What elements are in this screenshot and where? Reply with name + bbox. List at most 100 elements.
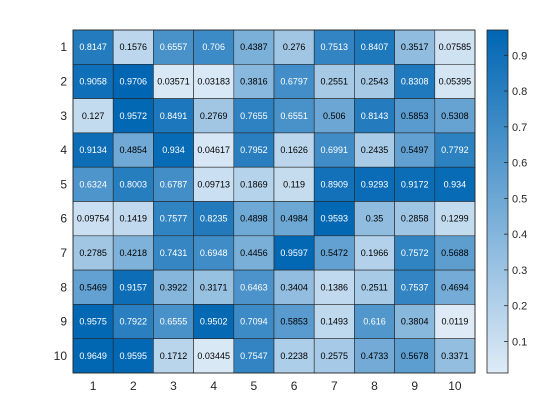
heatmap-cell [273, 166, 315, 202]
heatmap-cell [354, 98, 395, 134]
cell-value-label: 0.8143 [361, 111, 389, 121]
x-tick-label: 6 [291, 379, 298, 393]
cell-value-label: 0.127 [82, 111, 105, 121]
cell-value-label: 0.8909 [321, 179, 349, 189]
cell-value-label: 0.9575 [79, 317, 107, 327]
heatmap-cell [394, 166, 436, 202]
y-tick-label: 10 [54, 349, 68, 363]
heatmap-cell [354, 269, 395, 305]
cell-value-label: 0.8147 [79, 42, 107, 52]
cell-value-label: 0.1419 [120, 214, 148, 224]
cell-value-label: 0.03445 [197, 351, 230, 361]
heatmap-cell [233, 166, 275, 202]
cell-value-label: 0.6555 [160, 317, 188, 327]
cell-value-label: 0.03183 [197, 76, 230, 86]
x-tick-label: 5 [251, 379, 258, 393]
y-tick-label: 6 [60, 212, 67, 226]
heatmap-cell [434, 235, 476, 271]
heatmap-cell [233, 98, 275, 134]
heatmap-cell [112, 304, 154, 339]
heatmap-cell [313, 304, 355, 339]
heatmap-cell [112, 29, 154, 65]
cell-value-label: 0.5469 [79, 282, 107, 292]
cell-value-label: 0.6324 [79, 179, 107, 189]
y-tick-label: 1 [60, 40, 67, 54]
colorbar-ticks: 0.1 0.2 0.3 0.4 0.5 0.6 0.7 0.8 0.9 [504, 50, 527, 348]
cell-value-label: 0.6991 [321, 145, 349, 155]
cell-value-label: 0.6948 [200, 248, 228, 258]
cell-value-label: 0.276 [283, 42, 306, 52]
cell-value-label: 0.3171 [200, 282, 228, 292]
cell-value-label: 0.3804 [401, 317, 429, 327]
cell-value-label: 0.0119 [441, 317, 468, 327]
heatmap-cell [112, 269, 154, 305]
heatmap-cell [273, 132, 315, 168]
heatmap-cell [394, 201, 436, 237]
heatmap-cell [313, 338, 355, 374]
colorbar-tick-label: 0.6 [512, 158, 527, 170]
heatmap-cell [394, 98, 436, 134]
cell-value-label: 0.9502 [200, 317, 228, 327]
heatmap-cell [153, 304, 194, 339]
cell-value-label: 0.09754 [77, 214, 110, 224]
colorbar-tick-label: 0.3 [512, 265, 527, 277]
cell-value-label: 0.5497 [401, 145, 429, 155]
x-tick-label: 1 [90, 379, 97, 393]
heatmap-cell [112, 64, 154, 99]
heatmap-cell [394, 269, 436, 305]
heatmap-cell [233, 338, 275, 374]
cell-value-label: 0.706 [202, 42, 225, 52]
y-tick-label: 8 [60, 280, 67, 294]
colorbar-tick-label: 0.7 [512, 122, 527, 134]
heatmap-cell [193, 338, 235, 374]
cell-value-label: 0.119 [283, 179, 305, 189]
cell-value-label: 0.35 [366, 214, 384, 224]
cell-value-label: 0.6463 [240, 282, 268, 292]
cell-value-label: 0.4733 [361, 351, 389, 361]
heatmap-cell [273, 64, 315, 99]
cell-value-label: 0.6551 [280, 111, 308, 121]
heatmap-cell [434, 166, 476, 202]
colorbar-tick-label: 0.9 [512, 50, 527, 62]
y-tick-label: 4 [60, 143, 67, 157]
cell-value-label: 0.2238 [280, 351, 308, 361]
cell-value-label: 0.4898 [240, 214, 268, 224]
cell-value-label: 0.04617 [197, 145, 230, 155]
heatmap-cell [193, 201, 235, 237]
heatmap-cell [434, 132, 476, 168]
cell-value-label: 0.7952 [240, 145, 268, 155]
heatmap-cell [313, 64, 355, 99]
cell-value-label: 0.7577 [160, 214, 188, 224]
heatmap-cell [72, 132, 114, 168]
heatmap-cell [394, 64, 436, 99]
cell-value-label: 0.1386 [321, 282, 349, 292]
colorbar-tick-label: 0.5 [512, 193, 527, 205]
cell-value-label: 0.9172 [401, 179, 429, 189]
heatmap-cell [112, 98, 154, 134]
cell-value-label: 0.9157 [120, 282, 148, 292]
cell-value-label: 0.05395 [439, 76, 472, 86]
heatmap-cell [112, 166, 154, 202]
cell-value-label: 0.1966 [361, 248, 389, 258]
heatmap-cell [72, 338, 114, 374]
heatmap-cell [354, 64, 395, 99]
cell-value-label: 0.8003 [120, 179, 148, 189]
cell-value-label: 0.2511 [361, 282, 388, 292]
cell-value-label: 0.3816 [240, 76, 268, 86]
cell-value-label: 0.6797 [280, 76, 308, 86]
heatmap-cell [313, 269, 355, 305]
cell-value-label: 0.9597 [280, 248, 308, 258]
heatmap-cell [354, 304, 395, 339]
heatmap-cell [273, 201, 315, 237]
cell-value-label: 0.5308 [441, 111, 469, 121]
cell-value-label: 0.4456 [240, 248, 268, 258]
heatmap-cell [354, 166, 395, 202]
cell-value-label: 0.8407 [361, 42, 389, 52]
cell-value-label: 0.1712 [160, 351, 188, 361]
heatmap-cell [434, 64, 476, 99]
cell-value-label: 0.934 [162, 145, 185, 155]
x-tick-label: 10 [448, 379, 462, 393]
heatmap-cell [354, 338, 395, 374]
x-tick-label: 3 [170, 379, 177, 393]
heatmap-cell [434, 338, 476, 374]
